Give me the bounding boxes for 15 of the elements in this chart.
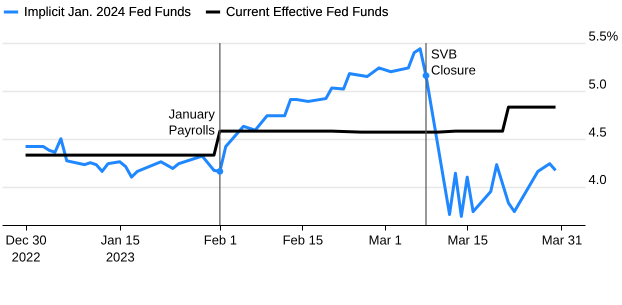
legend-label: Current Effective Fed Funds xyxy=(226,4,389,19)
y-tick-label: 4.0 xyxy=(588,172,607,188)
x-tick-label: Feb 15 xyxy=(282,232,324,248)
y-tick-label: 4.5 xyxy=(588,124,607,140)
x-tick-label: Jan 15 2023 xyxy=(100,232,140,264)
ref-line-label: January Payrolls xyxy=(168,106,216,138)
ref-line-label: SVB Closure xyxy=(431,46,476,78)
x-tick-label: Mar 31 xyxy=(542,232,582,248)
y-tick-label: 5.5% xyxy=(588,28,619,44)
x-tick-label: Dec 30 2022 xyxy=(5,232,47,264)
x-tick-label: Mar 15 xyxy=(447,232,488,248)
x-tick-label: Mar 1 xyxy=(368,232,402,248)
y-tick-label: 5.0 xyxy=(588,76,607,92)
x-tick-label: Feb 1 xyxy=(204,232,238,248)
legend-label: Implicit Jan. 2024 Fed Funds xyxy=(24,4,192,19)
